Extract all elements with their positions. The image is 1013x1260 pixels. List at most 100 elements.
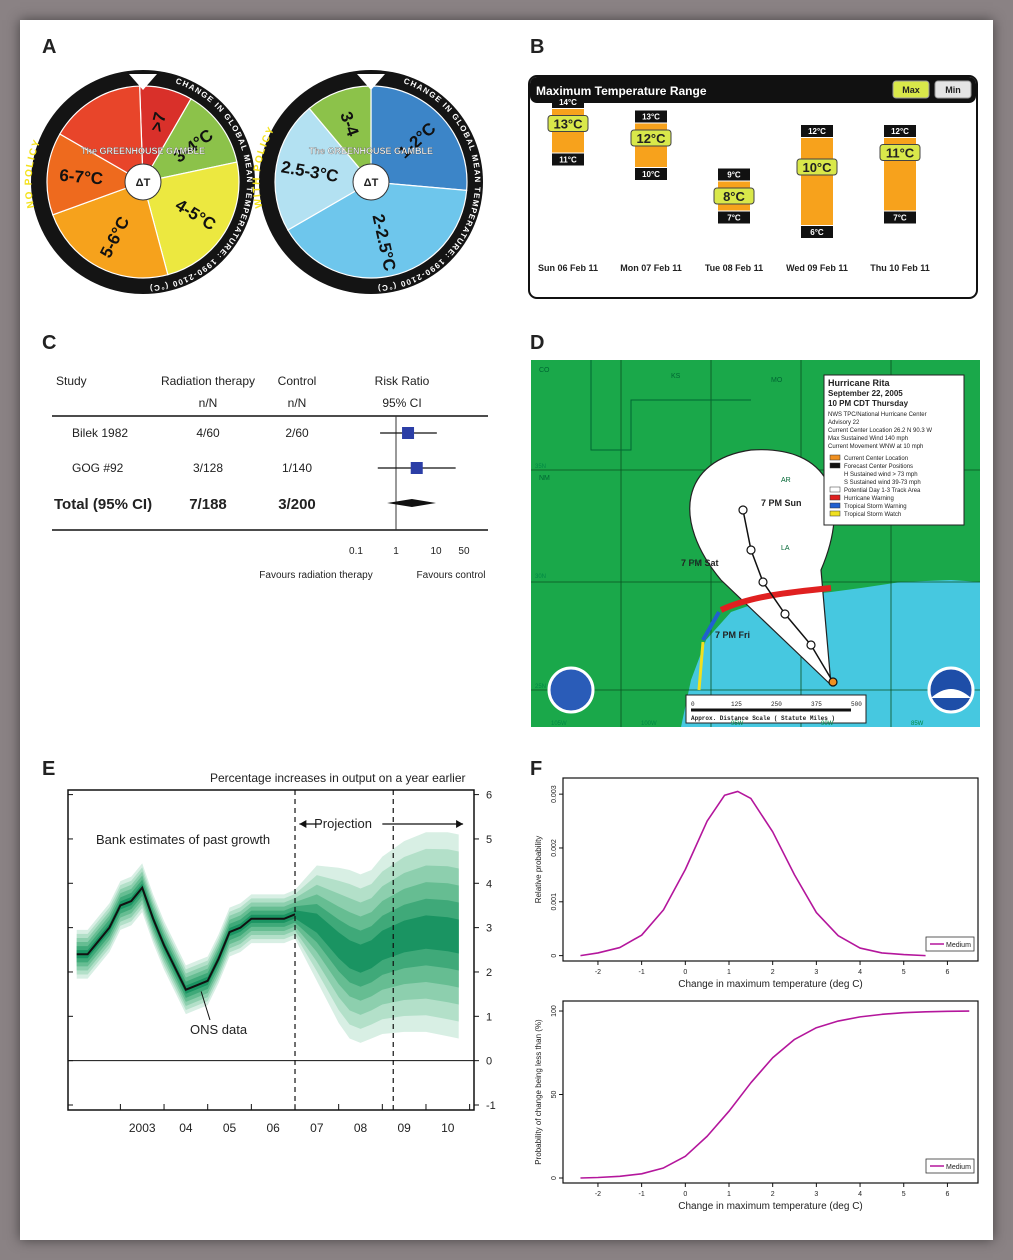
map-subtitle: September 22, 2005 <box>828 389 903 398</box>
temp-value-box <box>879 144 921 161</box>
fan-annotation-ons: ONS data <box>190 1022 248 1037</box>
line-x-label: Change in maximum temperature (deg C) <box>678 979 863 990</box>
fan-x-label: 08 <box>354 1121 368 1135</box>
fan-y-tick: 4 <box>486 878 492 890</box>
map-state-label: AR <box>781 477 791 484</box>
temp-day-label: Tue 08 Feb 11 <box>705 263 763 273</box>
line-legend-box <box>925 1158 975 1174</box>
forest-left-label: Favours radiation therapy <box>259 570 372 581</box>
temp-low-box <box>801 226 833 238</box>
forest-x-tick: 50 <box>458 546 470 557</box>
panel-label-e: E <box>42 758 56 780</box>
temp-low-label: 6°C <box>810 228 824 237</box>
forest-total-diamond <box>387 499 436 507</box>
fan-ons-line <box>76 885 296 991</box>
line-legend-label: Medium <box>946 1164 971 1171</box>
map-legend-item: Tropical Storm Warning <box>844 504 907 510</box>
panel-label-a: A <box>42 36 57 58</box>
map-state-label: KS <box>671 373 681 380</box>
wheel-slice-label: 6-7°C <box>59 166 104 189</box>
forest-total-rt: 7/188 <box>189 496 227 513</box>
temp-low-box <box>635 168 667 180</box>
wheel-pointer-icon <box>129 74 157 90</box>
temp-high-box <box>884 125 916 137</box>
temp-value-label: 10°C <box>802 160 832 175</box>
temp-value-box <box>630 129 672 147</box>
line-series-medium <box>580 1010 970 1179</box>
temp-low-label: 10°C <box>642 170 660 179</box>
wheel-hub-label: ΔT <box>136 177 151 189</box>
map-state-border <box>590 360 751 451</box>
wheel-center-text: The GREENHOUSE GAMBLE <box>309 146 433 156</box>
panel-f-pdf: -2 -1 0 1 2 3 4 5 6 0 0.001 0.002 0.003 Change in max… <box>534 777 979 990</box>
panel-b: Maximum Temperature Range Max Min 14°C 11°C 1… <box>528 75 978 299</box>
wheel-slice <box>52 181 169 279</box>
panel-label-c: C <box>42 332 57 354</box>
temp-value-label: 12°C <box>636 131 666 146</box>
line-x-tick: 0 <box>683 969 687 976</box>
line-y-tick: 100 <box>551 1005 558 1017</box>
map-legend-item: Forecast Center Positions <box>844 464 913 470</box>
temp-value-label: 8°C <box>723 189 745 204</box>
forest-subheader: 95% CI <box>382 396 421 410</box>
fan-title: Percentage increases in output on a year… <box>210 771 466 785</box>
map-track-line <box>742 509 834 683</box>
line-x-label: Change in maximum temperature (deg C) <box>678 1201 863 1212</box>
temp-low-box <box>552 153 584 166</box>
temp-high-label: 12°C <box>808 127 826 136</box>
panel-label-f: F <box>530 758 543 780</box>
map-ts-warning <box>701 611 721 641</box>
max-button-label: Max <box>902 85 920 95</box>
map-legend-swatch <box>829 510 841 517</box>
max-button <box>892 80 930 99</box>
fan-x-label: 09 <box>397 1121 411 1135</box>
map-info-line: Current Movement WNW at 10 mph <box>828 444 923 450</box>
forest-x-tick: 0.1 <box>349 546 363 557</box>
map-legend-item: S Sustained wind 39-73 mph <box>844 480 921 486</box>
line-y-label: Relative probability <box>534 836 543 904</box>
map-ts-watch <box>697 641 705 691</box>
line-series-medium <box>580 790 926 957</box>
wheel-slice <box>141 98 238 183</box>
line-x-tick: 4 <box>858 1191 862 1198</box>
line-y-tick: 0.002 <box>551 839 558 857</box>
map-scale-text: Approx. Distance Scale ( Statute Miles ) <box>691 715 835 722</box>
fan-y-tick: 5 <box>486 834 492 846</box>
line-x-tick: 1 <box>727 1191 731 1198</box>
fan-x-label: 04 <box>179 1121 193 1135</box>
wheel-hub-label: ΔT <box>364 177 379 189</box>
panel-f-cdf: -2 -1 0 1 2 3 4 5 6 0 50 100 Change in maximum tempe… <box>534 1000 979 1212</box>
fan-annotation-bank: Bank estimates of past growth <box>96 832 270 847</box>
temp-low-label: 11°C <box>559 156 577 165</box>
temp-high-box <box>801 125 833 137</box>
map-title: Hurricane Rita <box>828 378 891 388</box>
map-info-line: Max Sustained Wind 140 mph <box>828 436 908 442</box>
map-state-label: LA <box>781 545 790 552</box>
map-lon-label: 105W <box>551 721 567 727</box>
temp-day-label: Mon 07 Feb 11 <box>620 263 682 273</box>
temp-high-label: 13°C <box>642 113 660 122</box>
temp-title-bar <box>530 77 976 103</box>
wheel-slice <box>46 133 145 216</box>
fan-x-label: 10 <box>441 1121 455 1135</box>
map-info-box <box>823 374 965 526</box>
forest-ctrl: 2/60 <box>285 426 309 440</box>
line-x-tick: 2 <box>771 969 775 976</box>
map-scale-tick: 375 <box>811 701 822 708</box>
temp-high-label: 14°C <box>559 98 577 107</box>
wheel-slice <box>59 85 144 184</box>
temp-value-box <box>713 187 755 205</box>
map-track-label: 7 PM Sat <box>681 558 719 568</box>
map-lon-label: 90W <box>821 721 834 727</box>
wheel-slice-label: >7 <box>147 110 170 133</box>
temp-high-box <box>552 96 584 108</box>
temp-low-label: 7°C <box>893 214 907 223</box>
figure-frame: A B C D E F >7 3-4°C 4-5°C 5-6°C 6-7°C CHANGE… <box>20 20 993 1240</box>
map-info-line: Current Center Location 26.2 N 90.3 W <box>828 428 932 434</box>
line-y-tick: 50 <box>551 1091 558 1099</box>
line-x-tick: -2 <box>595 969 601 976</box>
wheel-hub <box>124 163 162 201</box>
